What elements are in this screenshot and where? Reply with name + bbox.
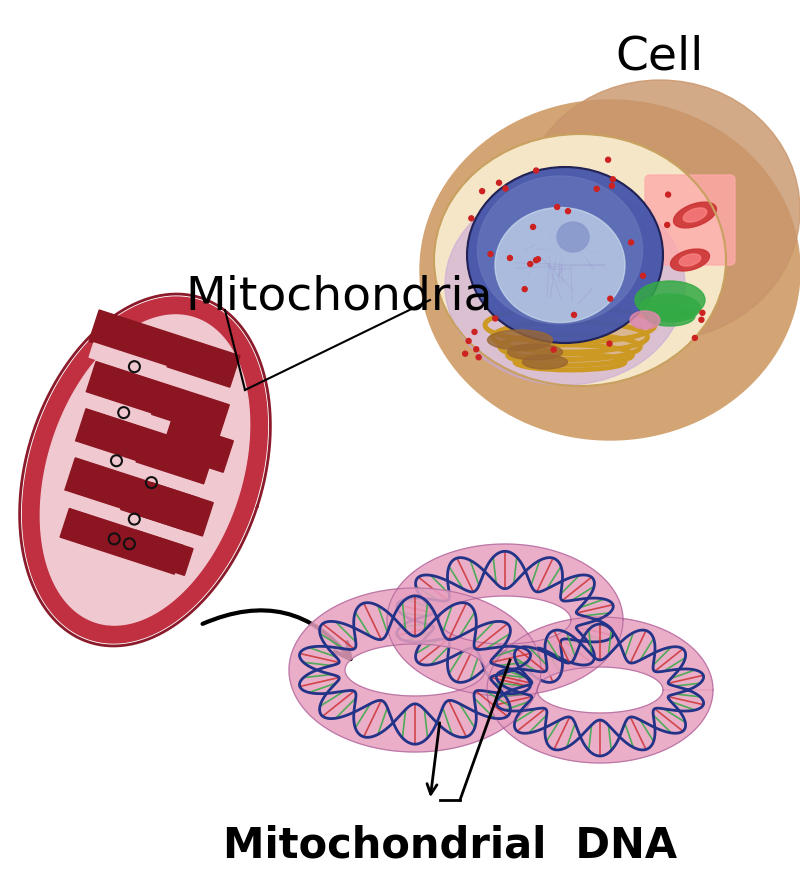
Polygon shape	[127, 530, 193, 576]
Polygon shape	[89, 310, 240, 387]
Polygon shape	[387, 544, 623, 696]
Polygon shape	[40, 315, 250, 625]
Ellipse shape	[522, 355, 567, 369]
Ellipse shape	[692, 335, 698, 341]
Polygon shape	[60, 509, 183, 574]
Ellipse shape	[480, 189, 485, 194]
Ellipse shape	[478, 176, 642, 324]
Ellipse shape	[420, 100, 800, 440]
Ellipse shape	[670, 249, 710, 271]
Ellipse shape	[607, 342, 612, 346]
Ellipse shape	[493, 316, 498, 321]
Ellipse shape	[666, 192, 670, 197]
Ellipse shape	[544, 216, 596, 264]
Ellipse shape	[466, 339, 471, 343]
Polygon shape	[141, 483, 214, 536]
Ellipse shape	[610, 177, 615, 181]
Ellipse shape	[700, 310, 705, 316]
Ellipse shape	[640, 294, 700, 322]
Ellipse shape	[610, 183, 614, 189]
Ellipse shape	[445, 185, 685, 385]
Ellipse shape	[534, 168, 538, 173]
Ellipse shape	[530, 224, 535, 230]
Ellipse shape	[665, 223, 670, 227]
Ellipse shape	[462, 351, 468, 356]
Ellipse shape	[435, 135, 725, 385]
Ellipse shape	[641, 274, 646, 278]
Ellipse shape	[495, 207, 625, 323]
Ellipse shape	[488, 251, 493, 257]
Ellipse shape	[528, 261, 533, 266]
Ellipse shape	[566, 208, 570, 214]
Ellipse shape	[507, 344, 562, 360]
FancyBboxPatch shape	[645, 175, 735, 265]
Text: Cell: Cell	[616, 35, 704, 80]
Ellipse shape	[507, 256, 513, 260]
Ellipse shape	[554, 205, 560, 209]
Polygon shape	[89, 343, 166, 381]
Ellipse shape	[497, 181, 502, 185]
Ellipse shape	[551, 347, 556, 352]
Ellipse shape	[608, 296, 613, 301]
Polygon shape	[75, 409, 214, 484]
Text: Mitochondria: Mitochondria	[185, 275, 493, 320]
Polygon shape	[162, 421, 234, 472]
Ellipse shape	[683, 208, 707, 222]
Ellipse shape	[534, 257, 538, 263]
Polygon shape	[59, 438, 135, 474]
Ellipse shape	[635, 281, 705, 319]
Ellipse shape	[594, 186, 599, 191]
Ellipse shape	[472, 329, 477, 334]
Text: Mitochondrial  DNA: Mitochondrial DNA	[223, 825, 677, 867]
Polygon shape	[65, 458, 199, 531]
Ellipse shape	[467, 167, 662, 342]
Ellipse shape	[571, 312, 577, 317]
Ellipse shape	[487, 330, 553, 350]
Ellipse shape	[645, 306, 695, 326]
Ellipse shape	[629, 240, 634, 245]
Ellipse shape	[699, 317, 704, 322]
Ellipse shape	[503, 186, 508, 191]
Ellipse shape	[495, 313, 645, 367]
Ellipse shape	[476, 355, 481, 359]
Polygon shape	[22, 297, 267, 643]
Ellipse shape	[674, 202, 717, 228]
Polygon shape	[43, 485, 120, 521]
Polygon shape	[487, 617, 713, 763]
Polygon shape	[74, 391, 150, 426]
Polygon shape	[86, 361, 230, 436]
Ellipse shape	[522, 287, 527, 291]
Ellipse shape	[520, 80, 800, 340]
Ellipse shape	[557, 222, 589, 252]
Ellipse shape	[630, 311, 660, 329]
Polygon shape	[289, 588, 541, 752]
Ellipse shape	[535, 257, 541, 262]
Ellipse shape	[469, 215, 474, 221]
Ellipse shape	[474, 347, 478, 351]
Ellipse shape	[606, 157, 610, 162]
Ellipse shape	[679, 254, 701, 266]
